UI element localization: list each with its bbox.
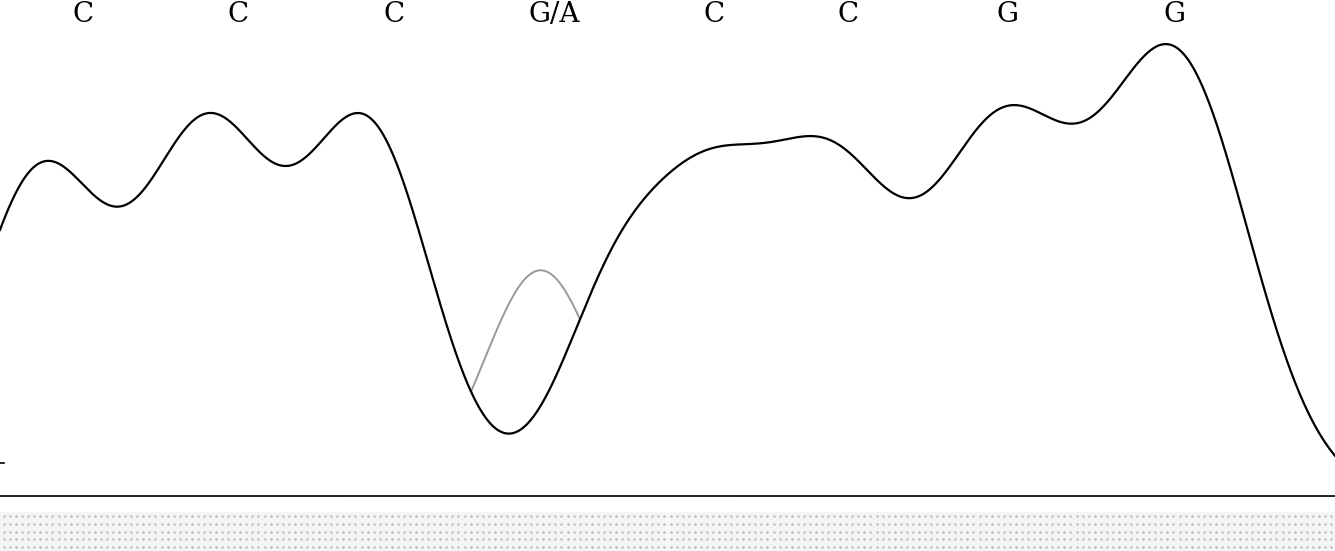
Text: C: C [837, 1, 858, 28]
Text: C: C [704, 1, 725, 28]
Text: G/A: G/A [529, 1, 579, 28]
Bar [0, 512, 1335, 551]
Text: G: G [997, 1, 1019, 28]
Text: C: C [383, 1, 405, 28]
Text: C: C [72, 1, 93, 28]
Text: G: G [1164, 1, 1185, 28]
Text: C: C [227, 1, 248, 28]
